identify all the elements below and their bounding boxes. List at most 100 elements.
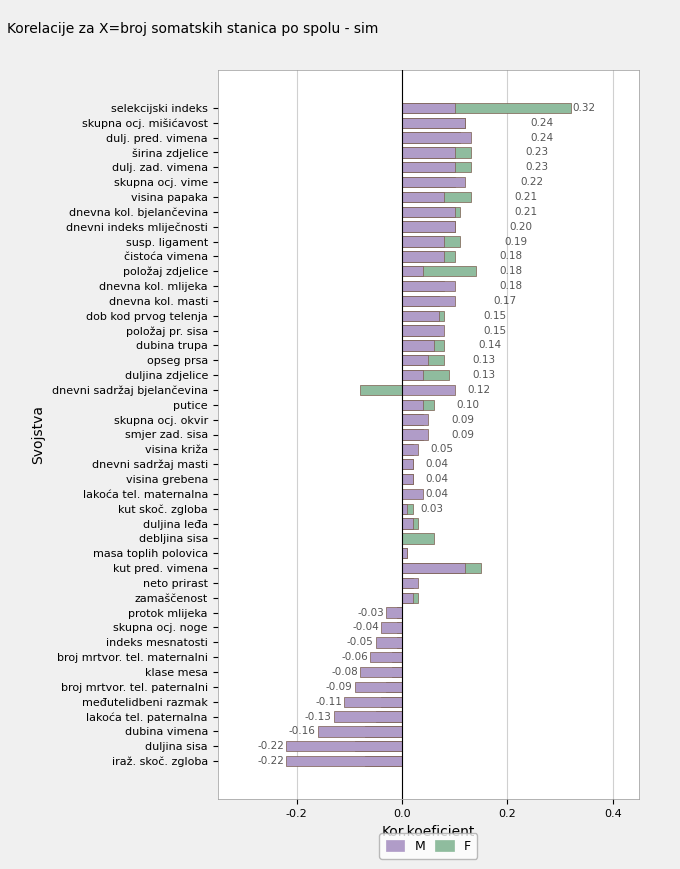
Text: 0.03: 0.03 xyxy=(420,504,443,514)
Bar xyxy=(402,563,481,574)
Bar xyxy=(365,756,402,766)
Bar xyxy=(402,548,407,559)
Bar xyxy=(402,563,465,574)
Text: -0.09: -0.09 xyxy=(326,682,352,692)
Bar xyxy=(402,236,460,247)
Bar xyxy=(402,251,444,262)
Text: 0.18: 0.18 xyxy=(499,251,522,262)
Bar xyxy=(381,622,402,633)
Bar xyxy=(360,385,402,395)
Text: -0.16: -0.16 xyxy=(289,726,316,736)
Bar xyxy=(402,310,444,321)
Bar xyxy=(402,370,423,381)
Bar xyxy=(402,385,455,395)
Bar xyxy=(402,310,439,321)
Bar xyxy=(402,103,571,113)
Bar xyxy=(402,415,428,425)
Bar xyxy=(402,415,423,425)
Text: 0.18: 0.18 xyxy=(499,266,522,276)
Text: 0.05: 0.05 xyxy=(430,444,454,454)
Text: 0.13: 0.13 xyxy=(473,370,496,380)
Bar xyxy=(333,712,402,722)
Bar xyxy=(402,163,455,172)
Bar xyxy=(402,281,455,291)
Bar xyxy=(402,222,455,232)
Bar xyxy=(318,726,402,737)
Bar xyxy=(402,222,455,232)
Bar xyxy=(402,474,413,484)
Text: 0.04: 0.04 xyxy=(425,459,448,469)
Bar xyxy=(402,370,449,381)
Text: 0.24: 0.24 xyxy=(530,117,554,128)
Text: -0.22: -0.22 xyxy=(257,741,284,752)
Text: -0.05: -0.05 xyxy=(347,637,373,647)
Bar xyxy=(392,667,402,677)
Bar xyxy=(286,756,402,766)
Bar xyxy=(402,503,413,514)
Bar xyxy=(402,593,418,603)
Text: -0.03: -0.03 xyxy=(358,607,384,618)
Bar xyxy=(402,192,444,202)
Bar xyxy=(402,207,455,217)
Bar xyxy=(371,652,402,662)
Bar xyxy=(402,519,418,528)
Bar xyxy=(402,325,444,335)
Text: 0.19: 0.19 xyxy=(505,236,528,247)
Text: -0.04: -0.04 xyxy=(352,622,379,633)
Bar xyxy=(360,667,402,677)
Text: -0.08: -0.08 xyxy=(331,667,358,677)
Bar xyxy=(402,578,418,588)
Text: 0.04: 0.04 xyxy=(425,489,448,499)
Bar xyxy=(402,459,413,469)
Text: 0.22: 0.22 xyxy=(520,177,543,187)
Bar xyxy=(396,622,402,633)
Bar xyxy=(402,534,434,544)
Bar xyxy=(402,295,455,306)
Bar xyxy=(402,132,460,143)
Bar xyxy=(365,726,402,737)
Bar xyxy=(402,117,465,128)
Bar xyxy=(402,578,413,588)
Bar xyxy=(402,400,434,410)
Bar xyxy=(402,474,413,484)
Text: 0.14: 0.14 xyxy=(478,341,501,350)
Text: -0.13: -0.13 xyxy=(305,712,331,721)
Bar xyxy=(375,637,402,647)
Text: 0.18: 0.18 xyxy=(499,281,522,291)
Bar xyxy=(402,444,418,454)
Bar xyxy=(402,192,471,202)
Bar xyxy=(402,163,471,172)
Text: -0.06: -0.06 xyxy=(341,653,369,662)
Text: 0.17: 0.17 xyxy=(494,295,517,306)
Bar xyxy=(402,251,455,262)
Bar xyxy=(402,444,413,454)
Text: 0.23: 0.23 xyxy=(526,163,549,172)
Bar xyxy=(402,236,444,247)
Text: 0.15: 0.15 xyxy=(483,326,507,335)
Bar xyxy=(402,325,439,335)
Bar xyxy=(402,281,444,291)
Bar xyxy=(355,741,402,752)
Bar xyxy=(286,741,402,752)
Bar xyxy=(402,548,407,559)
Text: 0.32: 0.32 xyxy=(573,103,596,113)
Bar xyxy=(402,355,428,366)
Bar xyxy=(344,697,402,706)
Text: -0.22: -0.22 xyxy=(257,756,284,766)
Bar xyxy=(381,697,402,706)
Text: 0.04: 0.04 xyxy=(425,474,448,484)
Y-axis label: Svojstva: Svojstva xyxy=(31,405,45,464)
Bar xyxy=(386,607,402,618)
Text: 0.10: 0.10 xyxy=(457,400,480,410)
Text: 0.23: 0.23 xyxy=(526,148,549,157)
Bar xyxy=(402,429,423,440)
Bar xyxy=(386,681,402,692)
Bar xyxy=(402,177,465,188)
Text: -0.11: -0.11 xyxy=(315,697,342,706)
Bar xyxy=(402,147,455,157)
Bar xyxy=(402,341,444,350)
Bar xyxy=(402,132,471,143)
Text: 0.09: 0.09 xyxy=(452,429,475,440)
Bar xyxy=(375,712,402,722)
Text: 0.21: 0.21 xyxy=(515,192,538,202)
